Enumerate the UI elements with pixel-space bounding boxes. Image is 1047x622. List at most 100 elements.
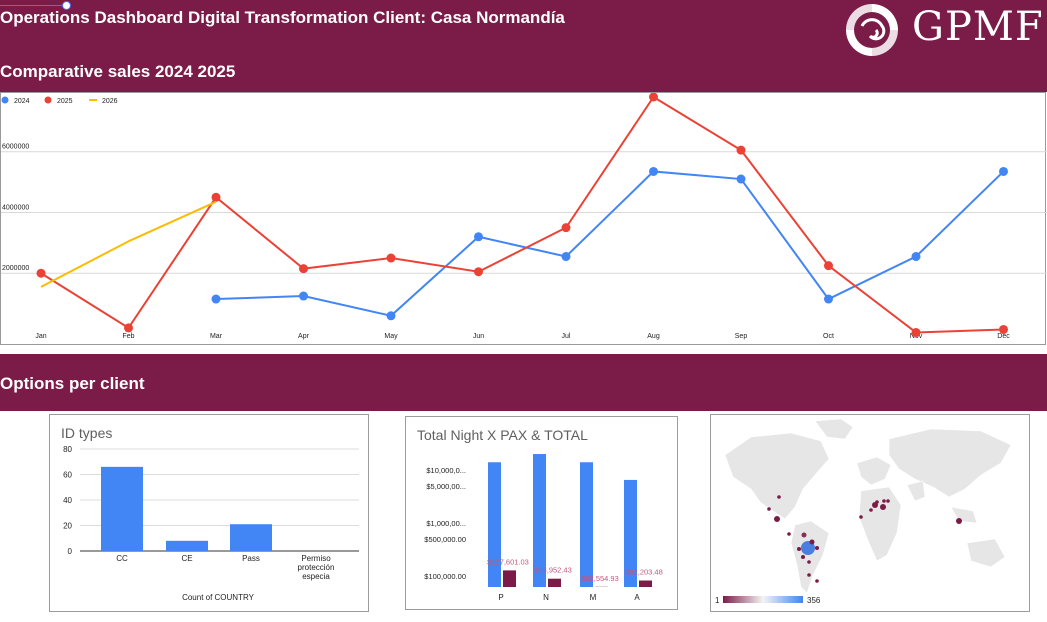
map-legend-min: 1 [715, 596, 720, 605]
bar [101, 466, 143, 551]
y-tick-label: 40 [63, 496, 72, 505]
legend-label: 2025 [57, 98, 73, 105]
series-line-2024 [215, 170, 1005, 317]
night-pax-card: Total Night X PAX & TOTAL $100,000.00 $50… [405, 416, 678, 610]
x-tick-label: Oct [823, 333, 834, 340]
map-markers [767, 495, 962, 583]
data-point [211, 294, 221, 304]
data-label: $127,601.03 [487, 557, 529, 566]
y-tick-label: 20 [63, 522, 72, 531]
data-point [736, 145, 746, 155]
x-tick-label: M [590, 593, 597, 602]
series-line-2025 [40, 95, 1004, 334]
slider-handle[interactable] [62, 1, 71, 10]
options-section-title: Options per client [0, 374, 145, 393]
data-point [649, 93, 658, 102]
data-point [736, 174, 746, 184]
data-point [299, 264, 308, 274]
data-label: $88,952.43 [534, 566, 572, 575]
data-point [999, 324, 1008, 334]
legend-swatch [44, 96, 52, 104]
bar [230, 524, 272, 551]
data-point [824, 294, 833, 304]
bar-total [548, 578, 561, 587]
data-point [911, 252, 921, 262]
map-legend-max: 356 [807, 596, 821, 605]
legend-label: 2024 [14, 98, 30, 105]
data-point [299, 291, 308, 301]
data-point [386, 311, 396, 321]
data-label: $82,203.48 [625, 568, 663, 577]
x-tick-label: Jul [562, 333, 571, 340]
bar-total [503, 570, 516, 587]
y-tick-label: $1,000,00... [426, 519, 466, 528]
series-line-2026 [40, 200, 217, 288]
night-pax-chart: $100,000.00 $500,000.00 $1,000,00... $5,000… [424, 454, 663, 602]
data-point [386, 253, 396, 263]
x-tick-label: Apr [298, 333, 310, 340]
x-tick-label: P [498, 593, 503, 602]
id-types-title: ID types [61, 425, 113, 441]
x-tick-label: Pass [242, 554, 260, 563]
x-tick-label: Mar [210, 333, 223, 340]
y-tick-label: $5,000,00... [426, 482, 466, 491]
x-tick-label: May [384, 333, 398, 340]
data-point [561, 252, 571, 262]
y-tick-label: $100,000.00 [424, 572, 466, 581]
bar-nights [488, 462, 501, 587]
x-tick-label: Sep [735, 333, 748, 340]
night-pax-title: Total Night X PAX & TOTAL [417, 427, 588, 443]
bar-nights [533, 454, 546, 587]
spiral-logo-icon [846, 4, 898, 56]
bar-nights [580, 462, 593, 587]
y-tick-label: 6000000 [2, 144, 29, 151]
x-tick-label: CC [116, 554, 128, 563]
y-tick-label: $10,000,0... [426, 466, 466, 475]
y-tick-label: 60 [63, 471, 72, 480]
data-point [649, 166, 658, 176]
y-tick-label: 4000000 [2, 204, 29, 211]
data-label: $62,554.93 [581, 574, 619, 583]
x-tick-label: A [634, 593, 640, 602]
legend-label: 2026 [102, 98, 118, 105]
sales-line-chart: 2000000 4000000 6000000 Jan Feb Mar Apr May Jun J… [1, 93, 1047, 340]
data-point [474, 267, 483, 277]
header-band [0, 0, 1047, 92]
x-tick-label: Jan [35, 333, 46, 340]
y-tick-label: 2000000 [2, 265, 29, 272]
bar-nights [624, 479, 637, 587]
world-map[interactable]: 1 356 [711, 415, 1029, 611]
data-point [36, 268, 46, 278]
gpmf-logo [846, 4, 898, 56]
x-tick-label: N [543, 593, 549, 602]
data-point [561, 223, 571, 233]
geo-map-card: 1 356 [710, 414, 1030, 612]
y-tick-label: 0 [68, 547, 73, 556]
y-tick-label: $500,000.00 [424, 535, 466, 544]
data-point [999, 166, 1008, 176]
data-point [824, 261, 833, 271]
id-types-chart: 0 20 40 60 80 CC CE Pass Permiso protección especi… [63, 445, 359, 602]
land-shapes [724, 418, 1012, 594]
x-tick-label: Jun [473, 333, 484, 340]
data-point [124, 323, 133, 333]
slider-track[interactable] [0, 5, 66, 6]
sales-section-title: Comparative sales 2024 2025 [0, 62, 236, 81]
legend-swatch [1, 96, 9, 104]
page-title: Operations Dashboard Digital Transformat… [0, 8, 565, 27]
y-tick-label: 80 [63, 445, 72, 454]
x-tick-label: Aug [647, 333, 660, 340]
x-tick-label: CE [181, 554, 192, 563]
x-tick-label: Feb [122, 333, 134, 340]
data-point [211, 192, 221, 202]
logo-text: GPMF [912, 4, 1044, 50]
options-band [0, 354, 1047, 411]
data-point [474, 232, 483, 242]
map-color-legend [723, 596, 803, 603]
data-point [911, 327, 921, 337]
x-axis-title: Count of COUNTRY [182, 593, 255, 602]
id-types-card: ID types 0 20 40 60 80 CC CE Pass Permiso protecc… [49, 414, 369, 612]
bar [166, 540, 208, 551]
x-tick-label: Dec [997, 333, 1010, 340]
bar-total [639, 580, 652, 587]
